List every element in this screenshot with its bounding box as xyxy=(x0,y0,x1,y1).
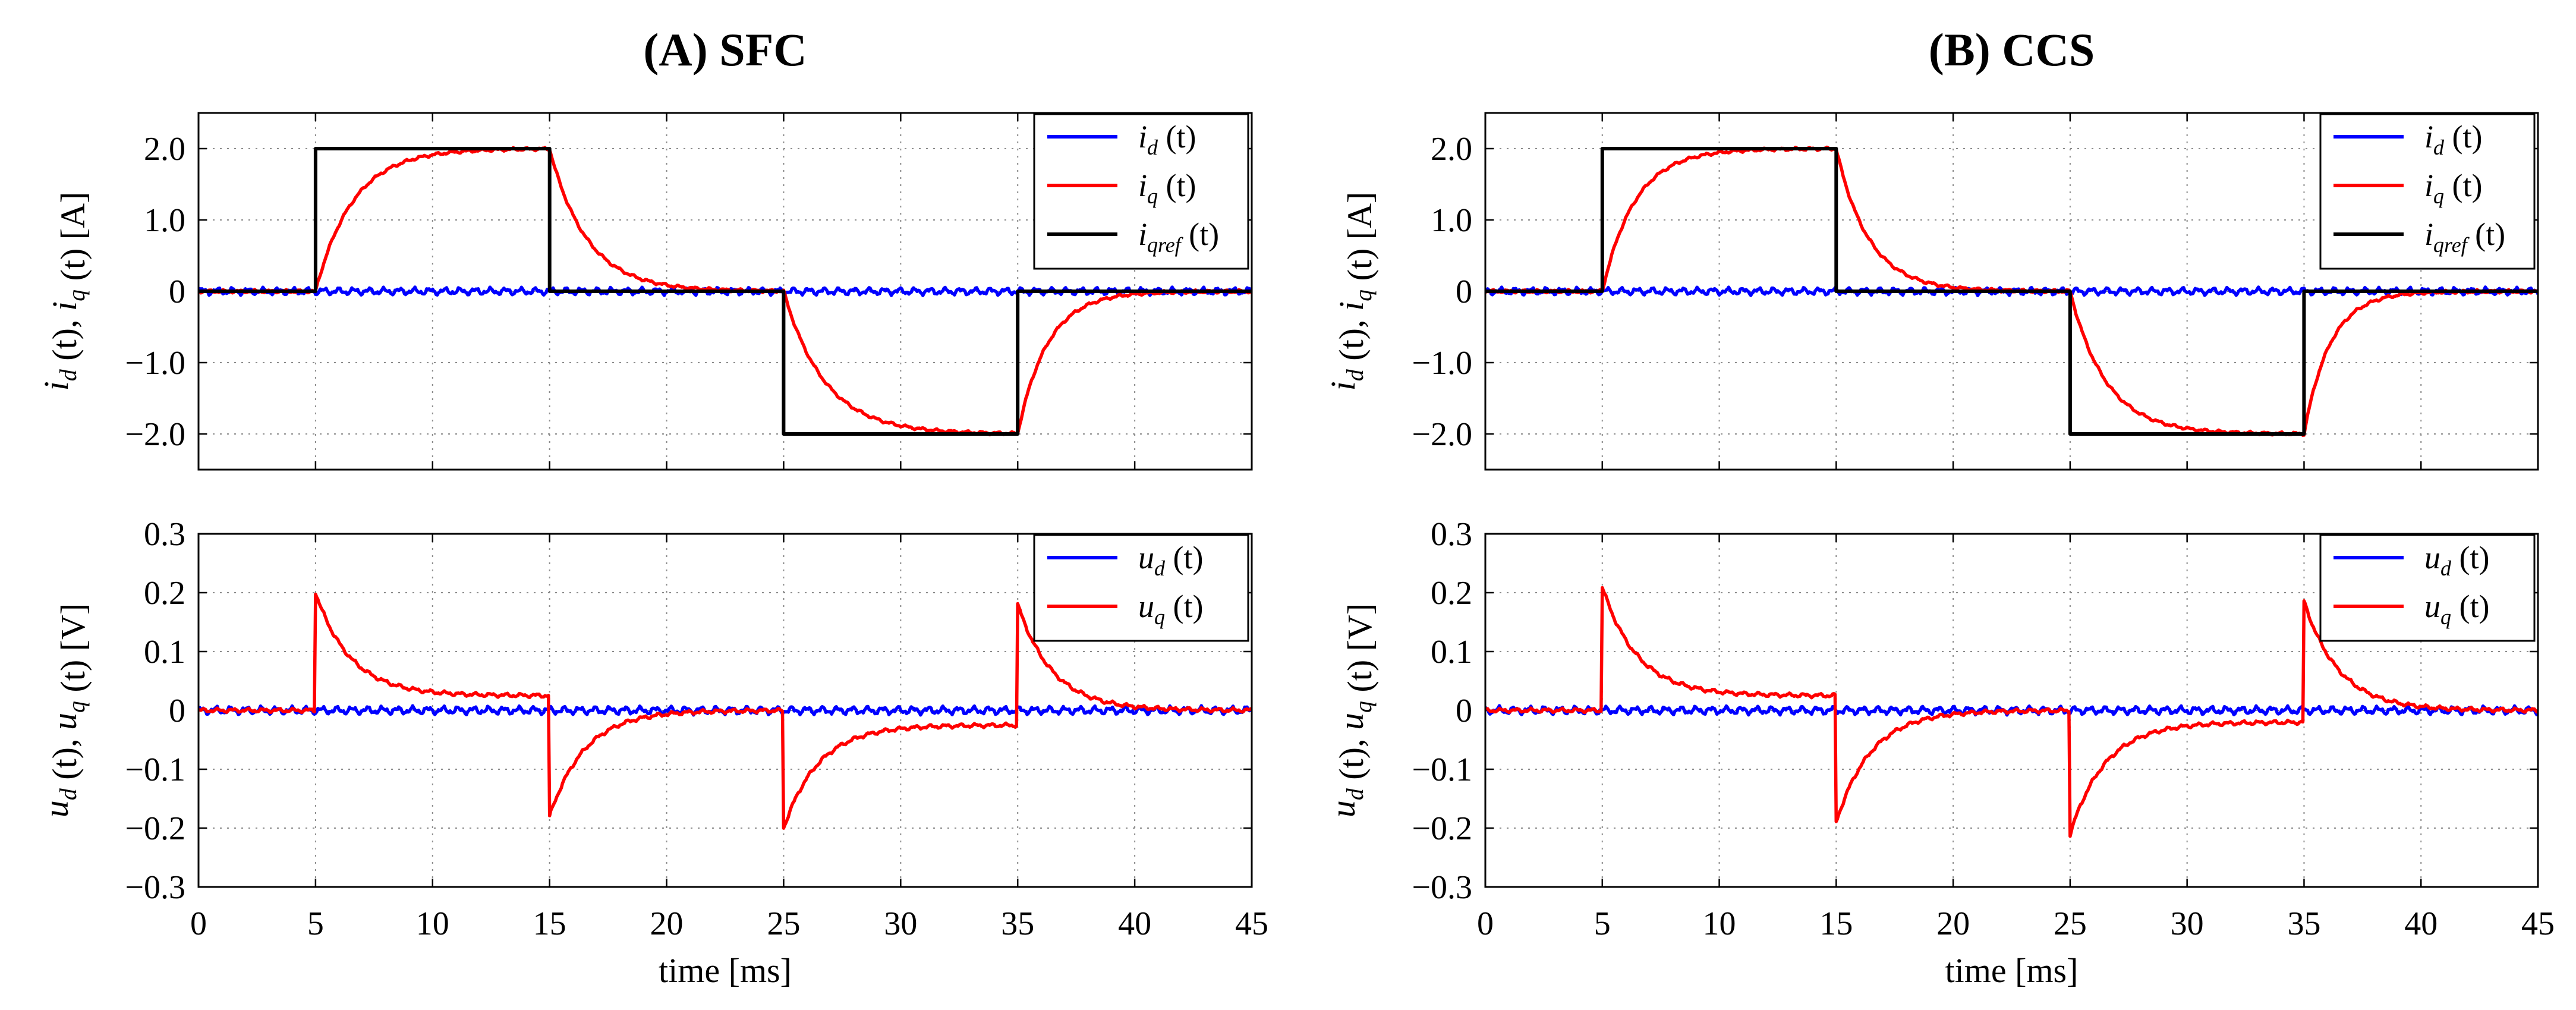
plot-frame xyxy=(197,112,1253,471)
series-line-q xyxy=(199,592,1252,830)
y-tick-label: 0.3 xyxy=(1431,516,1472,553)
y-tick-label: −1.0 xyxy=(1412,345,1472,382)
x-tick-label: 30 xyxy=(884,905,917,942)
y-tick-label: 0.1 xyxy=(1431,634,1472,671)
legend-box xyxy=(2319,534,2536,642)
y-tick-label: 0 xyxy=(1456,693,1472,729)
x-tick-label: 45 xyxy=(1235,905,1268,942)
legend-label-d: ud (t) xyxy=(1138,540,1203,580)
x-tick-label: 10 xyxy=(416,905,449,942)
y-tick-label: 0 xyxy=(169,693,185,729)
y-tick-label: 2.0 xyxy=(1431,131,1472,168)
legend-label-d: id (t) xyxy=(2424,119,2482,159)
x-axis-label: time [ms] xyxy=(659,951,792,990)
y-axis-label: id (t), iq (t) [A] xyxy=(1324,192,1379,391)
plot-frame xyxy=(1484,533,2539,888)
chart-title: (A) SFC xyxy=(643,24,807,75)
panel-A-current: −2.0 −1.0 0 1.0 2.0 (A) SFC id (t), iq (t) [A]… xyxy=(37,24,1253,471)
legend-label-q: iq (t) xyxy=(1138,168,1196,208)
x-tick-label: 40 xyxy=(1118,905,1151,942)
legend: ud (t) uq (t) xyxy=(2319,534,2536,642)
plot-frame xyxy=(1484,112,2539,471)
panel-B-voltage: −0.3 −0.2 −0.1 0 0.1 0.2 0.3 0 5 10 15 20 25 30 35 40 45… xyxy=(1324,516,2555,990)
legend-box xyxy=(1033,113,1249,270)
y-tick-label: 0.1 xyxy=(144,634,185,671)
x-tick-label: 20 xyxy=(650,905,684,942)
y-tick-label: −0.2 xyxy=(1412,810,1472,847)
y-tick-label: 0.2 xyxy=(1431,575,1472,612)
y-tick-label: 2.0 xyxy=(144,131,185,168)
legend: ud (t) uq (t) xyxy=(1033,534,1249,642)
y-axis-label: ud (t), uq (t) [V] xyxy=(37,603,92,818)
legend-box xyxy=(1033,534,1249,642)
x-tick-label: 30 xyxy=(2171,905,2204,942)
x-tick-label: 25 xyxy=(2054,905,2087,942)
y-tick-label: −2.0 xyxy=(1412,416,1472,453)
x-tick-label: 40 xyxy=(2404,905,2438,942)
panel-B-current: −2.0 −1.0 0 1.0 2.0 (B) CCS id (t), iq (t) [A]… xyxy=(1324,24,2539,471)
x-tick-label: 10 xyxy=(1703,905,1736,942)
plot-frame xyxy=(197,533,1253,888)
x-tick-label: 35 xyxy=(1001,905,1034,942)
x-tick-label: 25 xyxy=(767,905,800,942)
y-tick-label: −0.3 xyxy=(125,869,185,906)
x-tick-label: 35 xyxy=(2287,905,2320,942)
y-tick-label: 0 xyxy=(169,273,185,310)
y-tick-label: 1.0 xyxy=(144,202,185,239)
x-tick-label: 5 xyxy=(307,905,324,942)
x-tick-label: 15 xyxy=(533,905,566,942)
legend-label-qref: iqref (t) xyxy=(1138,216,1219,257)
series-line-qref xyxy=(199,147,1252,436)
y-tick-label: 1.0 xyxy=(1431,202,1472,239)
y-tick-label: 0 xyxy=(1456,273,1472,310)
x-tick-label: 0 xyxy=(1477,905,1494,942)
legend-label-q: iq (t) xyxy=(2424,168,2482,208)
legend-label-d: ud (t) xyxy=(2424,540,2489,580)
legend-label-d: id (t) xyxy=(1138,119,1196,159)
y-axis-label: id (t), iq (t) [A] xyxy=(37,192,92,391)
x-tick-label: 45 xyxy=(2521,905,2555,942)
chart-title: (B) CCS xyxy=(1929,24,2095,75)
y-tick-label: 0.3 xyxy=(144,516,185,553)
legend-box xyxy=(2319,113,2536,270)
y-axis-label: ud (t), uq (t) [V] xyxy=(1324,603,1379,818)
legend: id (t) iq (t) iqref (t) xyxy=(2319,113,2536,270)
legend-label-q: uq (t) xyxy=(2424,589,2489,629)
legend-label-q: uq (t) xyxy=(1138,589,1203,629)
y-tick-label: −0.1 xyxy=(125,751,185,788)
x-tick-label: 5 xyxy=(1594,905,1611,942)
x-axis-label: time [ms] xyxy=(1945,951,2079,990)
y-tick-label: −0.3 xyxy=(1412,869,1472,906)
series-line-d xyxy=(1485,704,2538,717)
y-tick-label: 0.2 xyxy=(144,575,185,612)
panel-A-voltage: −0.3 −0.2 −0.1 0 0.1 0.2 0.3 0 5 10 15 20 25 30 35 40 45… xyxy=(37,516,1268,990)
x-tick-label: 20 xyxy=(1936,905,1970,942)
y-tick-label: −1.0 xyxy=(125,345,185,382)
x-tick-label: 15 xyxy=(1819,905,1853,942)
y-tick-label: −0.2 xyxy=(125,810,185,847)
x-tick-label: 0 xyxy=(190,905,207,942)
legend: id (t) iq (t) iqref (t) xyxy=(1033,113,1249,270)
series-line-qref xyxy=(1485,147,2538,436)
legend-label-qref: iqref (t) xyxy=(2424,216,2505,257)
series-line-q xyxy=(1485,586,2538,838)
y-tick-label: −2.0 xyxy=(125,416,185,453)
y-tick-label: −0.1 xyxy=(1412,751,1472,788)
